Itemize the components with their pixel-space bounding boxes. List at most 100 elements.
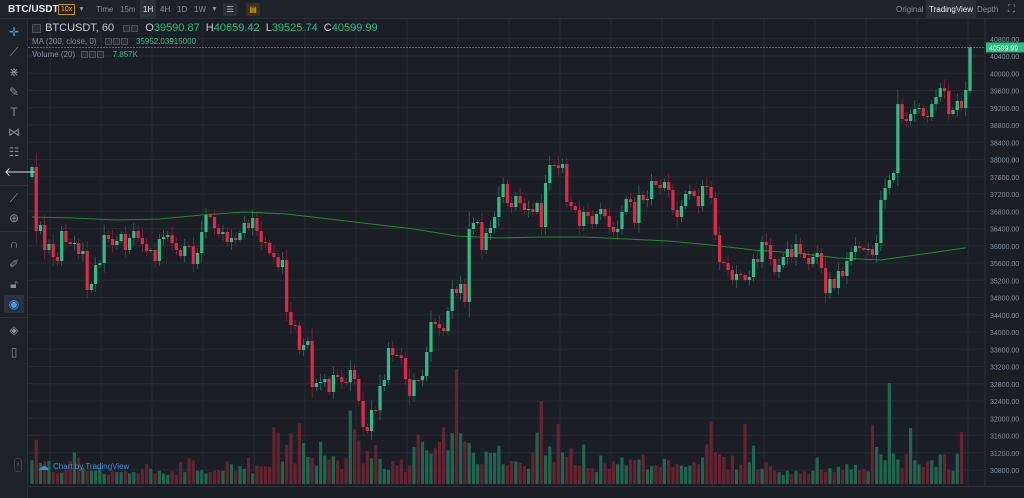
candle-body — [836, 271, 841, 289]
volume-bar — [879, 454, 883, 484]
collapse-legend-icon[interactable] — [32, 23, 41, 33]
candle — [573, 202, 577, 213]
candle-body — [403, 358, 408, 380]
candle — [696, 187, 700, 214]
candle-body — [200, 232, 204, 254]
candle-body — [208, 215, 212, 218]
volume-bar — [505, 465, 509, 484]
candle-body — [692, 191, 696, 197]
candle — [866, 242, 870, 256]
volume-bar — [947, 469, 951, 484]
collapse-toolbar-button[interactable]: ‹ — [14, 458, 22, 472]
view-depth[interactable]: Depth — [977, 5, 999, 14]
volume-bar — [442, 427, 446, 484]
chart-template-icon[interactable]: ▤ — [246, 3, 260, 16]
legend-volume-row: Volume (20) 7.857K — [32, 50, 138, 59]
candle-body — [785, 249, 790, 258]
interval-1w[interactable]: 1W — [194, 5, 206, 14]
tradingview-credit[interactable]: ☁ Chart by TradingView — [38, 460, 129, 473]
volume-bar — [722, 456, 726, 484]
ma-settings-icon[interactable] — [112, 38, 120, 46]
fib-icon[interactable]: ⋇ — [8, 65, 20, 79]
volume-bar — [900, 468, 904, 484]
legend-settings-icon[interactable] — [123, 24, 131, 32]
candle-body — [620, 212, 624, 230]
candle-body — [425, 352, 429, 376]
ma-visibility-icon[interactable] — [104, 38, 112, 46]
volume-settings-icon[interactable] — [89, 51, 97, 59]
volume-bar — [726, 469, 730, 484]
candle-body — [268, 243, 272, 254]
eye-hidden-icon[interactable]: ◉ — [4, 295, 24, 313]
volume-bar — [662, 458, 667, 484]
trash-icon[interactable]: ▯ — [10, 345, 18, 359]
volume-bar — [641, 454, 645, 484]
interval-1d[interactable]: 1D — [177, 5, 188, 14]
volume-bar — [153, 473, 157, 484]
price-tick-label: 34800.00 — [990, 296, 1019, 303]
candle-body — [302, 345, 306, 350]
trend-line-icon[interactable]: ⟋ — [9, 45, 19, 59]
leverage-badge[interactable]: 10x — [58, 4, 76, 15]
volume-bar — [913, 460, 917, 484]
interval-time[interactable]: Time — [96, 5, 114, 14]
fullscreen-icon[interactable]: ⛶ — [1008, 4, 1015, 15]
candle — [234, 232, 238, 245]
magnet-icon[interactable]: ∩ — [9, 237, 19, 251]
ma-remove-icon[interactable] — [120, 38, 128, 46]
candle-body — [539, 203, 543, 228]
volume-remove-icon[interactable] — [97, 51, 105, 59]
volume-bar — [692, 462, 696, 484]
candle-body — [30, 167, 34, 178]
crosshair-icon[interactable]: ✛ — [8, 25, 20, 39]
volume-bar — [548, 446, 552, 484]
candle — [785, 240, 790, 265]
interval-4h[interactable]: 4H — [160, 5, 171, 14]
ruler-icon[interactable]: ⟋ — [9, 191, 19, 205]
volume-bar — [174, 474, 178, 484]
volume-bar — [645, 469, 650, 484]
volume-visibility-icon[interactable] — [81, 51, 89, 59]
candle — [832, 276, 836, 291]
prediction-icon[interactable]: ☷ — [8, 145, 20, 159]
legend-source-icon[interactable] — [131, 24, 139, 32]
interval-1h[interactable]: 1H — [140, 0, 157, 19]
candle — [30, 164, 34, 180]
volume-bar — [289, 433, 293, 484]
interval-15m[interactable]: 15m — [120, 5, 136, 14]
volume-bar — [30, 460, 34, 484]
volume-bar — [488, 452, 492, 484]
candle — [238, 230, 242, 243]
candle-body — [365, 427, 369, 432]
back-arrow-icon[interactable]: 🡐 — [4, 165, 37, 179]
symbol-title[interactable]: BTC/USDT — [8, 4, 59, 15]
lock-drawing-icon[interactable]: ✐ — [8, 257, 20, 271]
more-intervals-icon[interactable]: ▼ — [211, 6, 218, 13]
volume-bar — [785, 470, 790, 484]
candle-body — [569, 202, 573, 207]
view-tradingview[interactable]: TradingView — [926, 0, 977, 19]
lock-icon[interactable]: 🔓︎ — [10, 277, 18, 291]
volume-bar — [106, 474, 110, 484]
candle-body — [917, 108, 921, 110]
symbol-dropdown-icon[interactable]: ▼ — [78, 6, 85, 13]
candle-body — [726, 263, 730, 271]
candle — [488, 220, 492, 240]
indicator-settings-icon[interactable]: ☰ — [223, 3, 237, 16]
zoom-in-icon[interactable]: ⊕ — [8, 211, 20, 225]
volume-bar — [654, 465, 658, 484]
volume-bar — [938, 454, 942, 484]
time-axis[interactable] — [28, 486, 1024, 498]
text-icon[interactable]: T — [10, 105, 18, 119]
candle-body — [81, 251, 85, 255]
view-original[interactable]: Original — [896, 5, 924, 14]
brush-icon[interactable]: ✎ — [8, 85, 20, 99]
pattern-icon[interactable]: ⋈ — [8, 125, 20, 139]
candle-body — [709, 187, 713, 199]
candle-body — [756, 259, 760, 263]
volume-bar — [493, 452, 497, 484]
layers-icon[interactable]: ◈ — [9, 323, 19, 337]
candle — [399, 347, 403, 365]
candle-body — [183, 246, 187, 257]
